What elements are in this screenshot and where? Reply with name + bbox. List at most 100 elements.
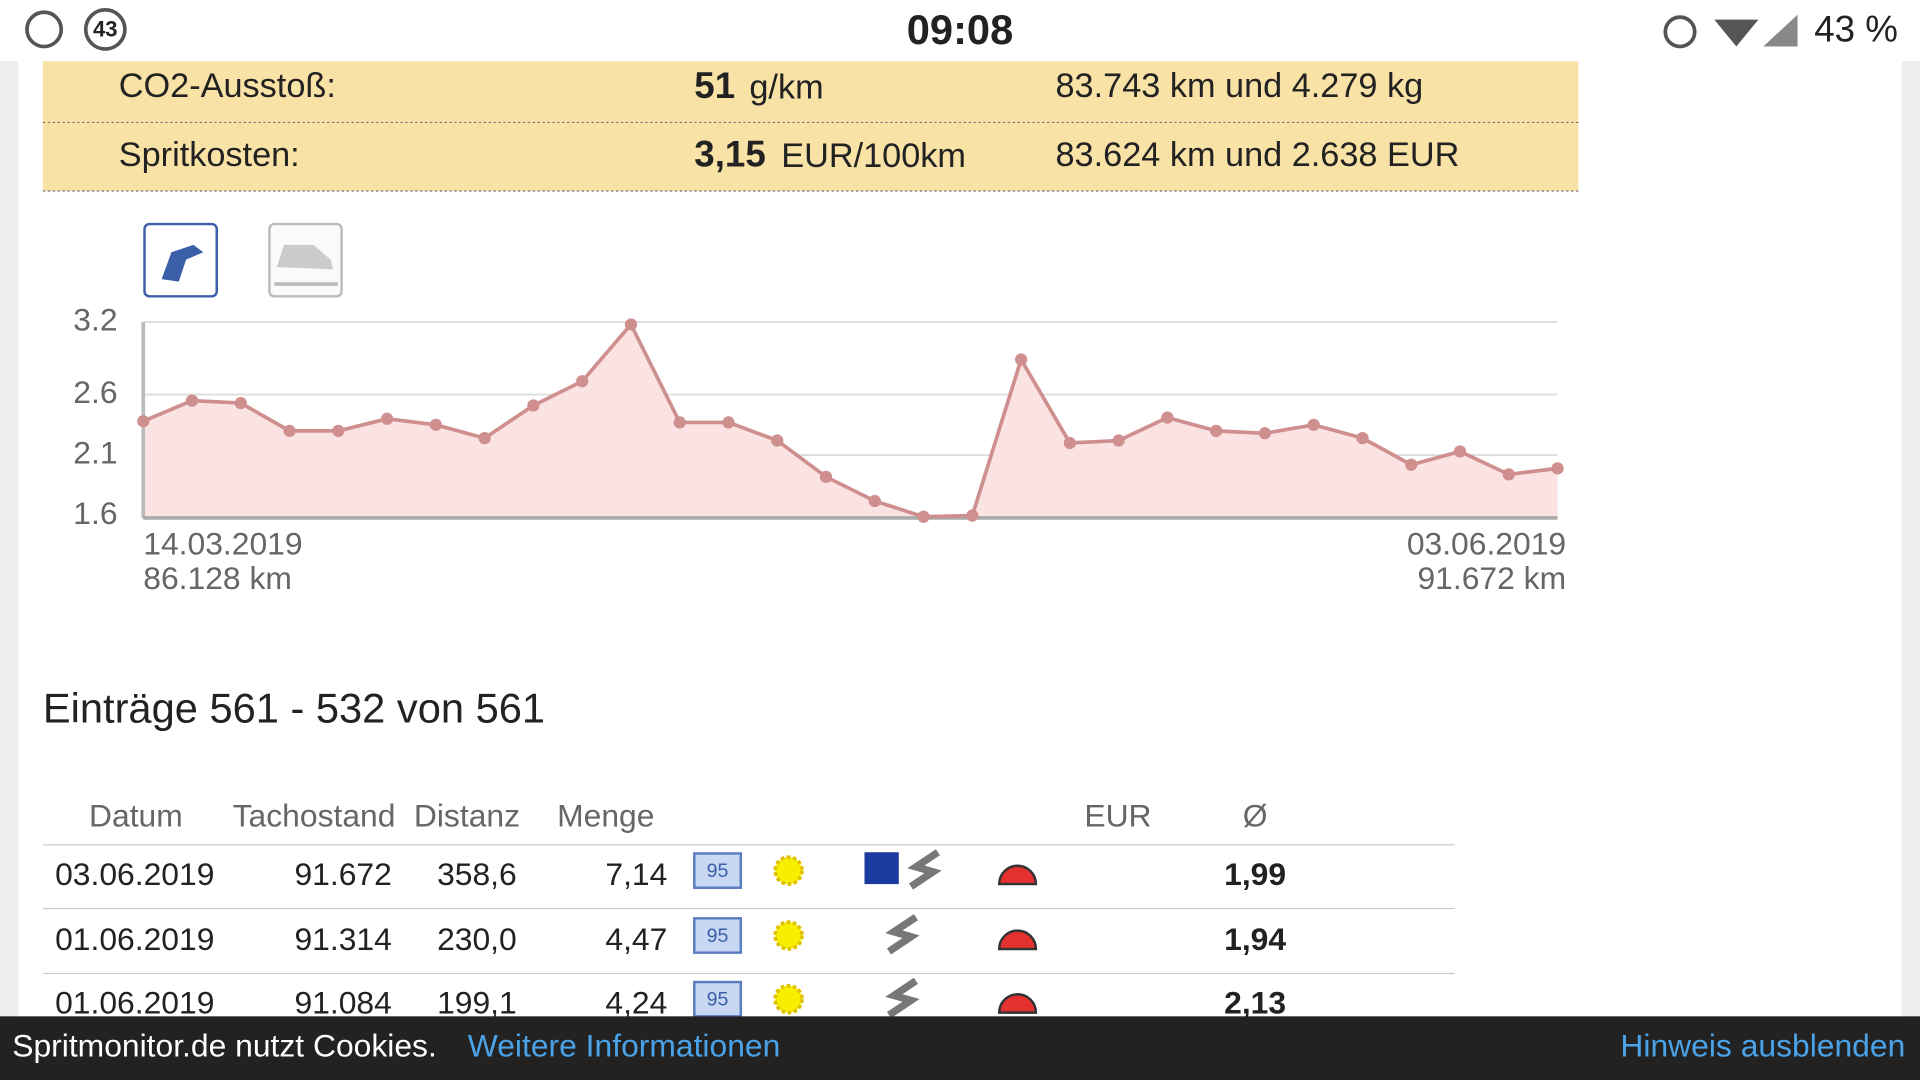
- cookie-text: Spritmonitor.de nutzt Cookies.: [12, 1028, 437, 1064]
- y-tick-label: 1.6: [73, 495, 117, 531]
- cell-date: 01.06.2019: [55, 921, 214, 957]
- stat-basis: 83.743 km und 4.279 kg: [1056, 67, 1424, 105]
- table-row[interactable]: 01.06.2019 91.084 199,1 4,24 95 2,13: [55, 977, 1286, 1021]
- point: [283, 424, 296, 438]
- point: [868, 494, 881, 508]
- point: [429, 418, 442, 431]
- point: [1210, 424, 1223, 438]
- left-margin: [0, 61, 19, 1017]
- point: [819, 470, 833, 483]
- cookie-background: [0, 1016, 1920, 1080]
- country-road-icon: [885, 914, 920, 955]
- weather-icon: [773, 855, 804, 886]
- gauge-icon: [997, 864, 1038, 886]
- gauge-icon: [997, 993, 1038, 1014]
- y-tick-label: 3.2: [73, 301, 117, 337]
- fuel-type: 95: [707, 860, 729, 882]
- point: [332, 424, 345, 438]
- status-bar: 43 09:08 43 %: [25, 6, 1898, 53]
- area: [143, 324, 1558, 518]
- cell-date: 01.06.2019: [55, 985, 214, 1021]
- fuel-badge: [693, 852, 743, 889]
- cell-average: 1,99: [1224, 856, 1286, 892]
- column-header: Menge: [557, 797, 654, 833]
- cell-odometer: 91.314: [294, 921, 391, 957]
- point: [380, 412, 394, 425]
- notification-count: 43: [93, 16, 118, 41]
- stat-value: 3,15: [694, 133, 765, 174]
- cell-distance: 358,6: [437, 856, 517, 892]
- point: [137, 415, 150, 428]
- point: [1453, 445, 1467, 458]
- point: [478, 432, 491, 445]
- country-road-icon: [907, 849, 942, 890]
- point: [917, 510, 930, 523]
- distance-toggle[interactable]: [268, 222, 343, 298]
- country-road-icon: [885, 977, 920, 1019]
- start-km: 86.128 km: [143, 560, 292, 596]
- fuel-badge: [693, 980, 743, 1018]
- point: [576, 375, 589, 388]
- gauge-icon: [997, 929, 1038, 951]
- stats-panel: CO2-Ausstoß: 51 g/km 83.743 km und 4.279…: [42, 61, 1579, 192]
- stats-background: [42, 61, 1579, 192]
- column-header: Ø: [1243, 797, 1268, 833]
- end-date: 03.06.2019: [1407, 526, 1566, 562]
- cell-quantity: 4,24: [605, 985, 667, 1021]
- point: [1405, 458, 1418, 471]
- point: [771, 434, 784, 447]
- badge-icon: [83, 7, 127, 51]
- cell-distance: 199,1: [437, 985, 517, 1021]
- consumption-toggle[interactable]: [143, 222, 218, 298]
- cell-quantity: 4,47: [605, 921, 667, 957]
- cell-odometer: 91.084: [294, 985, 391, 1021]
- point: [1063, 436, 1076, 450]
- point: [966, 509, 979, 522]
- point: [1356, 432, 1369, 445]
- cell-odometer: 91.672: [294, 856, 391, 892]
- point: [1307, 418, 1320, 431]
- cell-distance: 230,0: [437, 921, 517, 957]
- column-header: EUR: [1084, 797, 1151, 833]
- point: [722, 416, 735, 429]
- point: [1112, 434, 1125, 447]
- table-row[interactable]: 01.06.2019 91.314 230,0 4,47 95 1,94: [42, 914, 1455, 975]
- whatsapp-icon: [25, 10, 64, 49]
- cookie-link[interactable]: Weitere Informationen: [468, 1028, 781, 1064]
- line: [142, 321, 1558, 519]
- entries-title: Einträge 561 - 532 von 561: [43, 684, 545, 731]
- right-margin: [1901, 61, 1920, 1017]
- stat-value: 51: [694, 65, 735, 106]
- column-header: Datum: [89, 797, 183, 833]
- battery-level: 43 %: [1814, 9, 1898, 50]
- point: [1258, 427, 1272, 440]
- alarm-icon: [1663, 15, 1697, 49]
- stat-label: Spritkosten:: [119, 136, 300, 174]
- wifi-icon: [1714, 19, 1759, 47]
- table-row[interactable]: 03.06.2019 91.672 358,6 7,14 95 1,99: [42, 849, 1455, 910]
- table-rows: 03.06.2019 91.672 358,6 7,14 95 1,99 01.06.201…: [42, 849, 1455, 1021]
- stat-label: CO2-Ausstoß:: [119, 67, 336, 105]
- start-date: 14.03.2019: [143, 526, 302, 562]
- entries-table: Datum Tachostand Distanz Menge EUR Ø: [42, 797, 1455, 846]
- point: [1161, 411, 1174, 424]
- column-header: Tachostand: [233, 797, 396, 833]
- cell-average: 1,94: [1224, 921, 1286, 957]
- fuel-badge: [693, 917, 743, 954]
- end-km: 91.672 km: [1417, 560, 1566, 596]
- fuel-type: 95: [707, 925, 729, 947]
- point: [1551, 462, 1564, 475]
- point: [624, 318, 638, 331]
- stat-basis: 83.624 km und 2.638 EUR: [1056, 136, 1460, 174]
- column-header: Distanz: [414, 797, 520, 833]
- point: [673, 416, 686, 429]
- y-tick-label: 2.1: [73, 434, 117, 470]
- point: [234, 396, 247, 410]
- cookie-dismiss[interactable]: Hinweis ausblenden: [1620, 1028, 1905, 1064]
- weather-icon: [773, 983, 804, 1015]
- point: [527, 399, 540, 412]
- motorway-icon: [864, 852, 899, 885]
